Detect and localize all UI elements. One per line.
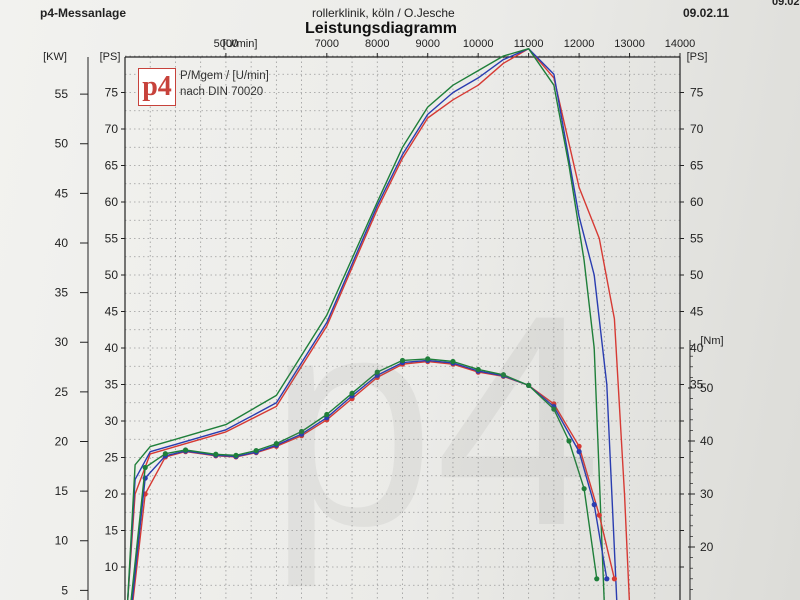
- ps-tick-label-left: 40: [105, 341, 119, 355]
- ps-tick-label-left: 75: [105, 86, 119, 100]
- ps-tick-label-right: 60: [690, 195, 704, 209]
- kw-tick-label: 35: [55, 286, 69, 300]
- kw-tick-label: 10: [55, 534, 69, 548]
- torque-point-green: [182, 447, 189, 453]
- p4-watermark: p4: [268, 252, 602, 588]
- torque-point-green: [374, 369, 380, 375]
- app-name: p4-Messanlage: [40, 6, 127, 20]
- ps-tick-label-left: 30: [105, 414, 119, 428]
- print-date: 09.02.11: [683, 6, 730, 20]
- ps-tick-label-right: 65: [690, 159, 704, 173]
- kw-tick-label: 50: [55, 137, 69, 151]
- nm-tick-label: 50: [700, 381, 714, 395]
- x-tick-label: 13000: [614, 38, 645, 50]
- x-tick-label: 5000: [214, 38, 238, 50]
- torque-point-red: [576, 443, 582, 449]
- power-curve-blue: [127, 48, 618, 600]
- x-tick-label: 11000: [514, 38, 544, 50]
- kw-tick-label: 55: [55, 87, 69, 101]
- kw-tick-label: 5: [61, 583, 68, 597]
- ps-axis-label-right: [PS]: [687, 51, 708, 63]
- nm-tick-label: 20: [700, 540, 714, 554]
- x-tick-label: 8000: [365, 38, 389, 50]
- torque-point-green: [566, 438, 572, 444]
- ps-tick-label-left: 10: [105, 560, 119, 574]
- torque-point-green: [399, 357, 406, 364]
- torque-point-green: [475, 366, 481, 373]
- kw-axis-label: [KW]: [43, 51, 67, 63]
- kw-tick-label: 30: [55, 335, 69, 349]
- torque-point-green: [213, 451, 219, 457]
- torque-point-green: [425, 356, 431, 362]
- torque-point-green: [162, 451, 168, 457]
- corner-date: 09.02: [772, 0, 800, 8]
- x-tick-label: 12000: [564, 38, 595, 50]
- nm-tick-label: 30: [700, 487, 714, 501]
- torque-point-green: [594, 576, 600, 582]
- torque-curve-green: [130, 358, 598, 600]
- ps-tick-label-right: 70: [690, 122, 704, 136]
- ps-tick-label-left: 25: [105, 451, 119, 465]
- power-curve-red: [127, 48, 631, 600]
- torque-point-green: [324, 411, 330, 418]
- x-tick-label: 14000: [665, 38, 696, 50]
- ps-tick-label-left: 45: [105, 305, 119, 319]
- torque-point-green: [253, 447, 259, 454]
- ps-axis-label-left: [PS]: [100, 51, 121, 63]
- ps-tick-label-right: 50: [690, 268, 704, 282]
- torque-point-green: [551, 406, 557, 412]
- kw-tick-label: 20: [55, 434, 69, 448]
- torque-point-green: [500, 372, 507, 378]
- kw-tick-label: 45: [55, 186, 69, 200]
- kw-tick-label: 25: [55, 385, 69, 399]
- ps-tick-label-right: 45: [690, 305, 704, 319]
- nm-tick-label: 40: [700, 434, 714, 448]
- x-tick-label: 7000: [315, 38, 339, 50]
- torque-point-green: [526, 382, 532, 388]
- torque-point-blue: [591, 502, 597, 508]
- torque-point-green: [298, 428, 305, 435]
- ps-tick-label-left: 20: [105, 487, 119, 501]
- legend: p4 P/Mgem / [U/min] nach DIN 70020: [128, 62, 318, 106]
- chart-title: Leistungsdiagramm: [305, 20, 458, 37]
- x-axis-unit-label: [U/min]: [223, 38, 258, 50]
- x-tick-label: 10000: [463, 38, 494, 50]
- ps-tick-label-left: 70: [105, 122, 119, 136]
- power-curve-green: [126, 48, 605, 600]
- torque-point-blue: [604, 576, 610, 582]
- ps-tick-label-right: 40: [690, 341, 704, 355]
- torque-point-blue: [576, 449, 582, 455]
- torque-curve-blue: [131, 359, 608, 600]
- shop-name: rollerklinik, köln / O.Jesche: [312, 6, 455, 20]
- p4-logo: p4: [138, 68, 176, 106]
- legend-line-1: P/Mgem / [U/min]: [180, 70, 269, 82]
- legend-line-2: nach DIN 70020: [180, 86, 264, 98]
- ps-tick-label-left: 50: [105, 268, 119, 282]
- ps-tick-label-left: 35: [105, 378, 119, 392]
- x-tick-label: 9000: [415, 38, 439, 50]
- ps-tick-label-left: 15: [105, 524, 119, 538]
- torque-point-red: [596, 512, 602, 518]
- torque-point-green: [450, 358, 456, 365]
- kw-tick-label: 40: [55, 236, 69, 250]
- ps-tick-label-left: 65: [105, 159, 119, 173]
- torque-point-green: [349, 390, 355, 396]
- ps-tick-label-right: 55: [690, 232, 704, 246]
- torque-point-green: [142, 464, 148, 471]
- torque-point-green: [581, 486, 587, 492]
- torque-point-green: [233, 452, 239, 458]
- ps-tick-label-left: 60: [105, 195, 119, 209]
- torque-point-green: [273, 441, 279, 447]
- ps-tick-label-left: 55: [105, 232, 119, 246]
- nm-axis-label: [Nm]: [700, 335, 723, 347]
- torque-point-red: [611, 576, 618, 582]
- kw-tick-label: 15: [55, 484, 69, 498]
- ps-tick-label-right: 75: [690, 86, 704, 100]
